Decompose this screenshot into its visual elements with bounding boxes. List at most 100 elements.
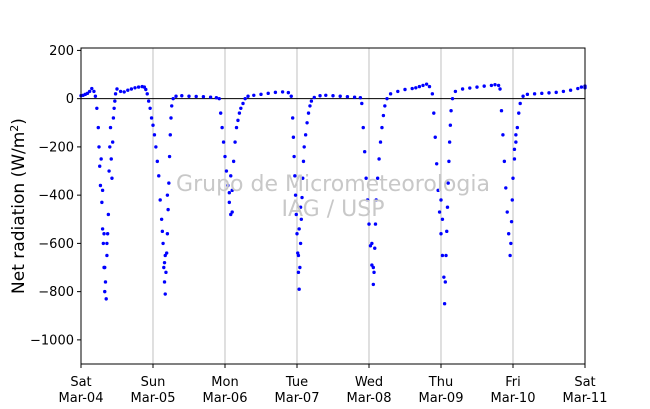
y-tick-label-6: −1000 — [30, 333, 74, 348]
data-point-221 — [371, 265, 376, 270]
data-point-52 — [157, 174, 161, 178]
data-point-197 — [509, 241, 513, 246]
data-point-11 — [98, 164, 102, 168]
data-point-178 — [448, 123, 453, 127]
data-point-29 — [110, 140, 115, 144]
data-point-90 — [237, 111, 242, 115]
axes: 2000−200−400−600−800−1000SatMar-04SunMar… — [30, 44, 607, 406]
data-point-58 — [163, 292, 167, 296]
data-point-18 — [103, 289, 107, 294]
data-point-163 — [433, 135, 437, 139]
data-point-167 — [439, 232, 443, 236]
data-point-208 — [532, 92, 537, 96]
data-point-188 — [496, 83, 501, 88]
data-point-51 — [155, 159, 160, 164]
data-point-156 — [414, 86, 418, 90]
data-point-23 — [106, 212, 111, 217]
data-point-61 — [165, 232, 170, 236]
data-point-230 — [297, 227, 301, 231]
data-point-227 — [105, 241, 109, 246]
data-point-193 — [504, 186, 508, 190]
data-point-102 — [290, 116, 295, 120]
data-point-55 — [161, 241, 165, 246]
data-point-78 — [220, 125, 224, 130]
data-point-202 — [514, 140, 518, 144]
data-point-211 — [554, 90, 558, 95]
data-point-206 — [521, 94, 525, 98]
data-point-199 — [510, 198, 514, 202]
data-point-65 — [168, 133, 172, 137]
data-point-157 — [417, 84, 422, 89]
data-point-179 — [449, 109, 453, 113]
data-point-36 — [122, 90, 126, 94]
data-point-32 — [113, 99, 117, 103]
data-point-114 — [299, 217, 304, 221]
data-point-151 — [385, 96, 389, 101]
data-point-147 — [378, 140, 383, 144]
data-point-110 — [296, 270, 301, 275]
data-point-57 — [162, 280, 167, 284]
x-tick-day-5: Thu — [428, 375, 453, 390]
data-point-141 — [372, 270, 376, 275]
data-point-125 — [318, 94, 322, 98]
y-tick-label-0: 200 — [49, 44, 74, 59]
data-point-121 — [306, 111, 311, 115]
data-point-92 — [241, 101, 245, 106]
plot-frame — [80, 47, 586, 365]
y-tick-label-5: −800 — [38, 285, 74, 300]
data-point-130 — [352, 95, 357, 99]
data-point-203 — [515, 125, 520, 130]
data-point-165 — [436, 188, 440, 193]
data-point-120 — [305, 121, 309, 125]
data-point-86 — [231, 159, 236, 164]
data-point-46 — [148, 106, 152, 111]
data-point-155 — [410, 86, 414, 91]
data-point-166 — [437, 210, 442, 214]
data-point-16 — [101, 241, 106, 246]
data-point-172 — [444, 253, 448, 258]
data-point-43 — [144, 87, 148, 92]
data-point-54 — [159, 217, 164, 221]
data-point-220 — [370, 241, 374, 246]
data-point-85 — [230, 188, 234, 193]
data-point-103 — [291, 135, 296, 139]
data-point-144 — [374, 198, 378, 202]
data-point-161 — [430, 92, 435, 96]
data-point-209 — [540, 91, 544, 96]
data-point-115 — [300, 195, 304, 200]
data-point-19 — [103, 280, 108, 284]
data-point-100 — [286, 90, 291, 95]
x-tick-day-6: Fri — [505, 375, 521, 390]
data-point-160 — [427, 84, 432, 89]
data-point-185 — [482, 84, 486, 88]
watermark: Grupo de Micrometeorologia IAG / USP — [176, 172, 490, 222]
data-point-68 — [171, 96, 175, 101]
data-point-228 — [163, 253, 167, 258]
data-point-222 — [439, 198, 443, 202]
data-point-81 — [224, 169, 229, 173]
data-point-106 — [293, 193, 298, 197]
data-point-66 — [169, 116, 173, 120]
data-point-104 — [292, 154, 296, 159]
data-point-189 — [498, 87, 502, 91]
data-point-128 — [338, 94, 342, 98]
data-point-174 — [445, 205, 450, 209]
data-point-39 — [133, 86, 137, 90]
data-point-59 — [164, 270, 168, 275]
data-point-187 — [493, 82, 497, 87]
data-point-91 — [239, 106, 243, 111]
data-point-25 — [108, 145, 112, 149]
data-point-233 — [102, 232, 106, 236]
data-point-231 — [298, 205, 303, 209]
data-point-21 — [105, 253, 109, 258]
x-tick-date-6: Mar-10 — [491, 391, 536, 406]
data-point-164 — [434, 162, 439, 166]
data-point-214 — [576, 86, 580, 91]
data-point-28 — [110, 176, 114, 180]
data-point-181 — [453, 89, 458, 94]
data-point-201 — [512, 157, 517, 161]
data-point-22 — [105, 232, 110, 236]
data-point-224 — [512, 147, 517, 152]
data-point-49 — [152, 133, 157, 137]
y-axis-title-close: ) — [9, 118, 29, 125]
